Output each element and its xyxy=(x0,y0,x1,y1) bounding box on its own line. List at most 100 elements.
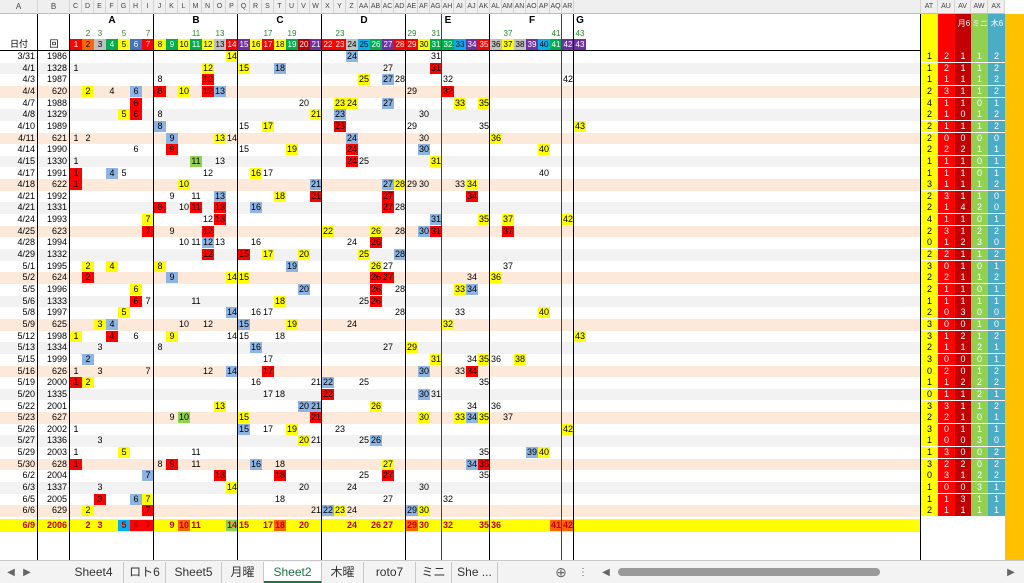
drawn-number-cell[interactable]: 17 xyxy=(262,388,273,399)
drawn-number-cell[interactable]: 27 xyxy=(382,179,394,191)
drawn-number-cell[interactable]: 43 xyxy=(574,120,586,132)
drawn-number-cell[interactable]: 16 xyxy=(250,307,261,318)
drawn-number-cell[interactable]: 36 xyxy=(490,132,502,144)
drawn-number-cell[interactable]: 14 xyxy=(226,365,238,377)
next-sheet-icon[interactable]: ▶ xyxy=(23,567,31,578)
drawn-number-cell[interactable]: 8 xyxy=(157,74,163,85)
drawn-number-cell[interactable]: 13 xyxy=(214,155,225,166)
table-row[interactable] xyxy=(0,388,921,401)
drawn-number-cell[interactable]: 8 xyxy=(157,458,163,469)
drawn-number-cell[interactable]: 21 xyxy=(310,377,321,388)
current-drawn-number[interactable]: 10 xyxy=(178,520,190,531)
table-row[interactable] xyxy=(0,318,921,331)
column-header-AB[interactable]: AB xyxy=(370,0,382,14)
current-drawn-number[interactable]: 7 xyxy=(142,520,154,531)
table-row[interactable] xyxy=(0,237,921,250)
column-header-F[interactable]: F xyxy=(106,0,118,14)
drawn-number-cell[interactable]: 12 xyxy=(202,365,213,376)
table-row[interactable] xyxy=(0,179,921,191)
drawn-number-cell[interactable]: 7 xyxy=(142,225,154,237)
drawn-number-cell[interactable]: 28 xyxy=(394,225,405,236)
drawn-number-cell[interactable]: 3 xyxy=(97,365,103,376)
spreadsheet-grid[interactable]: A B C D E F G H I J K L M N O P Q R S T U V W X Y Z AA AB AC AD AE AF AG… xyxy=(0,0,1024,560)
drawn-number-cell[interactable]: 38 xyxy=(514,353,526,365)
current-drawn-number[interactable]: 11 xyxy=(191,520,201,530)
drawn-number-cell[interactable]: 35 xyxy=(478,412,490,424)
drawn-number-cell[interactable]: 1 xyxy=(73,132,79,143)
table-row[interactable] xyxy=(0,249,921,261)
drawn-number-cell[interactable]: 27 xyxy=(382,470,394,482)
current-drawn-number[interactable]: 27 xyxy=(382,520,393,530)
drawn-number-cell[interactable]: 36 xyxy=(490,272,502,284)
drawn-number-cell[interactable]: 34 xyxy=(466,190,478,202)
drawn-number-cell[interactable]: 42 xyxy=(562,74,573,85)
drawn-number-cell[interactable]: 8 xyxy=(154,120,166,132)
drawn-number-cell[interactable]: 35 xyxy=(478,470,489,481)
drawn-number-cell[interactable]: 1 xyxy=(73,423,79,434)
drawn-number-cell[interactable]: 21 xyxy=(310,435,321,446)
drawn-number-cell[interactable]: 21 xyxy=(310,505,321,516)
drawn-number-cell[interactable]: 32 xyxy=(442,85,454,97)
drawn-number-cell[interactable]: 23 xyxy=(334,423,345,434)
table-row[interactable] xyxy=(0,423,921,436)
drawn-number-cell[interactable]: 9 xyxy=(166,132,178,144)
drawn-number-cell[interactable]: 12 xyxy=(202,74,214,86)
drawn-number-cell[interactable]: 2 xyxy=(82,260,94,272)
drawn-number-cell[interactable]: 10 xyxy=(178,179,190,191)
drawn-number-cell[interactable]: 1 xyxy=(70,458,82,470)
drawn-number-cell[interactable]: 31 xyxy=(430,225,442,237)
drawn-number-cell[interactable]: 23 xyxy=(334,109,346,121)
drawn-number-cell[interactable]: 9 xyxy=(166,458,178,470)
drawn-number-cell[interactable]: 34 xyxy=(466,400,477,411)
drawn-number-cell[interactable]: 12 xyxy=(202,214,213,225)
drawn-number-cell[interactable]: 17 xyxy=(262,307,273,318)
drawn-number-cell[interactable]: 31 xyxy=(430,155,442,167)
column-header-U[interactable]: U xyxy=(286,0,298,14)
drawn-number-cell[interactable]: 33 xyxy=(454,307,465,318)
drawn-number-cell[interactable]: 10 xyxy=(178,237,189,248)
drawn-number-cell[interactable]: 1 xyxy=(70,167,82,179)
drawn-number-cell[interactable]: 34 xyxy=(466,365,478,377)
drawn-number-cell[interactable]: 40 xyxy=(538,307,550,319)
column-header-Z[interactable]: Z xyxy=(346,0,358,14)
column-header-R[interactable]: R xyxy=(250,0,262,14)
drawn-number-cell[interactable]: 13 xyxy=(214,190,226,202)
column-header-AL[interactable]: AL xyxy=(490,0,502,14)
column-header-AV[interactable]: AV xyxy=(955,0,971,14)
drawn-number-cell[interactable]: 2 xyxy=(82,85,94,97)
table-row[interactable] xyxy=(0,132,921,145)
sheet-tab-4[interactable]: Sheet2 xyxy=(264,562,322,583)
drawn-number-cell[interactable]: 26 xyxy=(370,295,382,307)
drawn-number-cell[interactable]: 14 xyxy=(226,482,238,494)
column-header-AT[interactable]: AT xyxy=(921,0,938,14)
drawn-number-cell[interactable]: 31 xyxy=(430,214,442,226)
drawn-number-cell[interactable]: 21 xyxy=(310,179,322,191)
drawn-number-cell[interactable]: 18 xyxy=(274,190,286,202)
drawn-number-cell[interactable]: 3 xyxy=(94,318,106,330)
drawn-number-cell[interactable]: 25 xyxy=(358,377,369,388)
drawn-number-cell[interactable]: 5 xyxy=(118,447,130,459)
drawn-number-cell[interactable]: 22 xyxy=(322,388,334,400)
drawn-number-cell[interactable]: 4 xyxy=(106,318,118,330)
drawn-number-cell[interactable]: 25 xyxy=(358,155,369,166)
sheet-tab-0[interactable]: Sheet4 xyxy=(64,562,124,583)
table-row[interactable] xyxy=(0,307,921,319)
drawn-number-cell[interactable]: 7 xyxy=(142,505,154,517)
current-drawn-number[interactable]: 26 xyxy=(370,520,381,530)
column-header-W[interactable]: W xyxy=(310,0,322,14)
column-header-AI[interactable]: AI xyxy=(454,0,466,14)
drawn-number-cell[interactable]: 26 xyxy=(370,237,382,249)
drawn-number-cell[interactable]: 27 xyxy=(382,202,394,214)
drawn-number-cell[interactable]: 14 xyxy=(226,51,238,62)
drawn-number-cell[interactable]: 17 xyxy=(262,167,273,178)
drawn-number-cell[interactable]: 13 xyxy=(214,85,226,97)
table-row[interactable] xyxy=(0,365,921,378)
drawn-number-cell[interactable]: 31 xyxy=(430,62,442,74)
drawn-number-cell[interactable]: 7 xyxy=(145,365,151,376)
drawn-number-cell[interactable]: 35 xyxy=(478,377,489,388)
drawn-number-cell[interactable]: 30 xyxy=(418,482,429,493)
drawn-number-cell[interactable]: 2 xyxy=(85,132,91,143)
drawn-number-cell[interactable]: 15 xyxy=(238,412,250,424)
drawn-number-cell[interactable]: 33 xyxy=(454,284,466,295)
drawn-number-cell[interactable]: 26 xyxy=(370,260,382,272)
